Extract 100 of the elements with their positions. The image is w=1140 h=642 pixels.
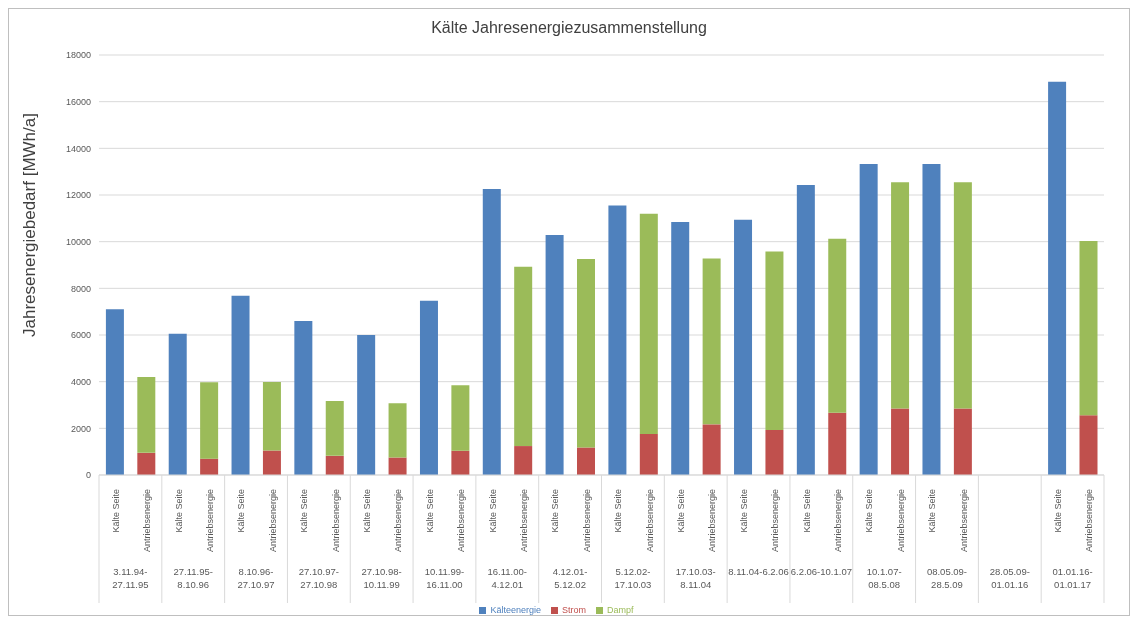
- x-tick-label: Kälte Seite: [1052, 489, 1063, 533]
- x-tick-label: Antriebsenergie: [707, 489, 718, 553]
- bar: [514, 266, 533, 447]
- x-tick-label: Kälte Seite: [361, 489, 372, 533]
- y-tick-label: 4000: [70, 376, 91, 387]
- x-tick-label: Antriebsenergie: [958, 489, 969, 553]
- x-tick-label: Antriebsenergie: [833, 489, 844, 553]
- y-tick-label: 18000: [65, 50, 91, 61]
- x-tick-label: Kälte Seite: [927, 489, 938, 533]
- bar: [388, 403, 407, 458]
- bar: [200, 458, 219, 475]
- bar: [702, 424, 721, 475]
- x-tick-label: Antriebsenergie: [895, 489, 906, 553]
- bar: [765, 251, 784, 430]
- x-tick-label: Antriebsenergie: [393, 489, 404, 553]
- bar: [577, 258, 595, 448]
- text: 17.10.03-8.11.04: [675, 566, 716, 590]
- x-tick-label: Antriebsenergie: [1084, 489, 1095, 553]
- x-tick-label: Antriebsenergie: [330, 489, 341, 553]
- y-axis-title: Jahresenergiebedarf [MWh/a]: [20, 113, 40, 337]
- x-tick-label: Antriebsenergie: [456, 489, 467, 553]
- x-tick-label: Kälte Seite: [738, 489, 749, 533]
- x-tick-label: Antriebsenergie: [142, 489, 153, 553]
- y-tick-label: 14000: [65, 143, 91, 154]
- text: 27.10.98-10.11.99: [361, 566, 402, 590]
- x-tick-label: Antriebsenergie: [770, 489, 781, 553]
- bar: [828, 238, 847, 413]
- text: 8.11.04-6.2.06: [728, 566, 789, 577]
- x-tick-label: Antriebsenergie: [204, 489, 215, 553]
- bar: [828, 412, 847, 475]
- x-tick-label: Kälte Seite: [299, 489, 310, 533]
- text: 6.2.06-10.1.07: [790, 566, 852, 577]
- chart-title: Kälte Jahresenergiezusammenstellung: [430, 18, 708, 38]
- bar: [859, 163, 878, 475]
- x-tick-label: Kälte Seite: [676, 489, 687, 533]
- x-tick-label: Kälte Seite: [550, 489, 561, 533]
- bar: [325, 401, 344, 456]
- bar: [105, 309, 124, 475]
- bar: [953, 408, 972, 475]
- bar: [262, 381, 281, 451]
- x-tick-label: Kälte Seite: [864, 489, 875, 533]
- text: 01.01.16-01.01.17: [1052, 566, 1093, 590]
- text: 10.11.99-16.11.00: [424, 566, 465, 590]
- x-tick-label: Kälte Seite: [801, 489, 812, 533]
- x-tick-label: Kälte Seite: [110, 489, 121, 533]
- bar: [482, 188, 501, 475]
- legend-label: Dampf: [607, 605, 634, 615]
- y-tick-label: 16000: [65, 96, 91, 107]
- bar: [1079, 415, 1098, 475]
- bar: [451, 450, 470, 475]
- bar: [294, 321, 313, 475]
- bar: [388, 457, 407, 475]
- bar: [734, 219, 753, 475]
- bar: [325, 455, 344, 475]
- x-tick-label: Antriebsenergie: [644, 489, 655, 553]
- x-tick-label: Kälte Seite: [173, 489, 184, 533]
- bar: [671, 222, 690, 475]
- bar: [639, 213, 658, 434]
- y-tick-label: 2000: [70, 423, 91, 434]
- x-tick-label: Antriebsenergie: [518, 489, 529, 553]
- bar: [137, 377, 156, 453]
- bar: [891, 182, 910, 409]
- text: 4.12.01-5.12.02: [552, 566, 588, 590]
- text: 3.11.94-27.11.95: [112, 566, 149, 590]
- bar: [168, 333, 187, 475]
- bar: [514, 446, 533, 475]
- x-tick-label: Antriebsenergie: [267, 489, 278, 553]
- bar: [765, 429, 784, 475]
- x-tick-label: Kälte Seite: [487, 489, 498, 533]
- legend-label: Kälteenergie: [490, 605, 541, 615]
- text: 16.11.00-4.12.01: [487, 566, 528, 590]
- text: 8.10.96-27.10.97: [237, 566, 275, 590]
- legend-label: Strom: [562, 605, 587, 615]
- text: 27.11.95-8.10.96: [173, 566, 213, 590]
- bar: [262, 450, 281, 475]
- bar: [1048, 81, 1067, 475]
- x-tick-label: Kälte Seite: [424, 489, 435, 533]
- x-tick-label: Kälte Seite: [236, 489, 247, 533]
- text: 5.12.02-17.10.03: [614, 566, 652, 590]
- bar: [231, 295, 250, 475]
- y-tick-label: 6000: [70, 330, 91, 341]
- y-tick-label: 10000: [65, 236, 91, 247]
- bar: [200, 382, 219, 459]
- bar: [577, 447, 595, 475]
- bar: [419, 300, 438, 475]
- text: 10.1.07-08.5.08: [866, 566, 902, 590]
- bar: [545, 234, 564, 475]
- x-tick-label: Antriebsenergie: [581, 489, 592, 553]
- x-tick-label: Kälte Seite: [613, 489, 624, 533]
- text: 08.05.09-28.5.09: [926, 566, 968, 590]
- y-tick-label: 0: [85, 470, 91, 481]
- bar: [1079, 240, 1098, 416]
- bar: [357, 335, 376, 475]
- y-tick-label: 12000: [65, 190, 91, 201]
- text: 28.05.09-01.01.16: [989, 566, 1030, 590]
- bar: [451, 385, 470, 451]
- bar: [922, 163, 941, 475]
- text: 27.10.97-27.10.98: [298, 566, 339, 590]
- bar: [702, 258, 721, 425]
- y-tick-label: 8000: [70, 283, 91, 294]
